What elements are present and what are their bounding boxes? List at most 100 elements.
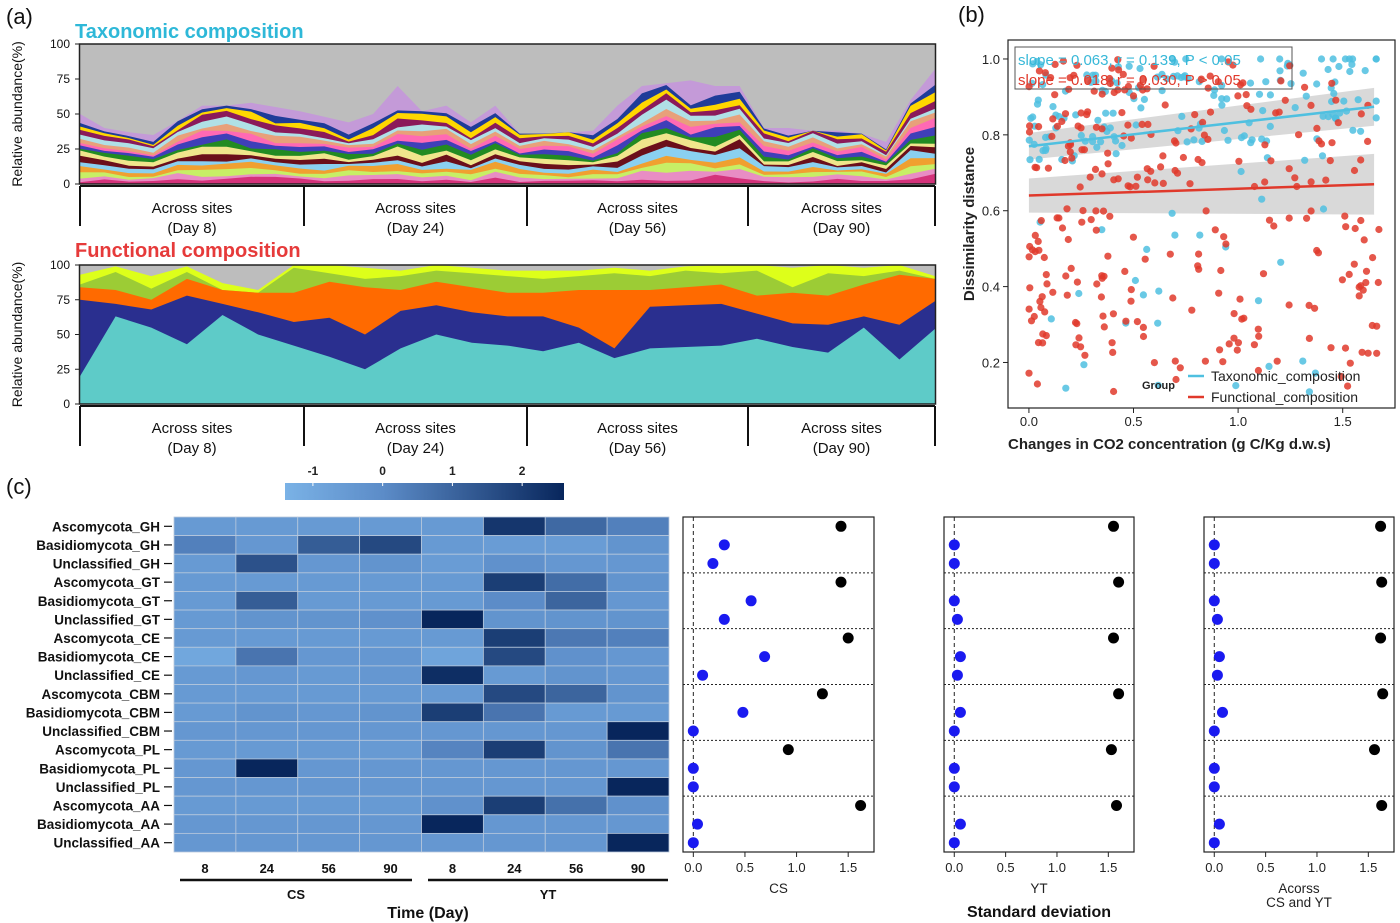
scatter-point [1234, 92, 1242, 100]
scatter-point [1317, 140, 1326, 148]
scatter-point [1261, 178, 1269, 186]
scatter-point [1237, 167, 1245, 176]
sd-point-ascomycota [1108, 632, 1119, 644]
sd-point [759, 651, 771, 663]
annotation-box [1014, 46, 1293, 90]
heatmap-cell [297, 553, 361, 574]
heatmap-cell [482, 739, 546, 760]
scatter-point [1047, 74, 1055, 82]
scatter-point [1150, 62, 1158, 70]
heatmap-cell [297, 609, 361, 630]
heatmap-cell [297, 684, 361, 704]
heatmap-cell [173, 628, 237, 648]
scatter-point [1341, 344, 1350, 352]
scatter-point [1246, 79, 1255, 87]
scatter-point [1344, 382, 1352, 390]
scatter-point [1132, 121, 1140, 129]
row-label: Unclassified_PL [56, 780, 160, 795]
scatter-point [1225, 340, 1233, 348]
scatter-point [1197, 75, 1205, 83]
scatter-point [1332, 96, 1340, 104]
scatter-point [1324, 65, 1332, 74]
heatmap-cell [606, 832, 670, 853]
heatmap-cell [606, 777, 670, 797]
heatmap-cell [297, 739, 361, 760]
functional-composition-chart: Functional composition 0 25 50 75 100 Relative… [9, 240, 937, 457]
scatter-point [1230, 334, 1238, 342]
scatter-point [1030, 312, 1038, 321]
standard-deviation-panels: 0.0 0.5 1.0 1.5 CS 0.0 0.5 1.0 1.5 YT 0.0 0.5 1.0 1.5… [682, 516, 1395, 921]
heatmap-cell [421, 739, 484, 760]
scatter-point [1100, 272, 1108, 280]
scatter-point [1151, 179, 1159, 187]
scatter-point [1374, 278, 1382, 287]
scatter-point [1238, 315, 1246, 323]
heatmap-cell [421, 832, 484, 853]
heatmap-cell [173, 646, 237, 667]
scatter-point [1195, 250, 1203, 258]
scatter-point [1276, 67, 1284, 75]
heatmap-cell [235, 684, 299, 704]
heatmap-cell [173, 535, 237, 555]
scatter-point [1178, 112, 1186, 120]
scatter-point [1259, 270, 1268, 278]
sd-point-ascomycota [1376, 576, 1388, 588]
scatter-point [1301, 83, 1309, 91]
sd-point-ascomycota [1369, 744, 1380, 756]
heatmap-cell [606, 684, 670, 704]
row-label: Unclassified_CE [54, 668, 160, 683]
heatmap-cell [606, 591, 670, 611]
scatter-point [1350, 166, 1359, 175]
scatter-point [1223, 95, 1231, 103]
scatter-point [1346, 359, 1354, 367]
scatter-point [1220, 126, 1228, 135]
sd-point-ascomycota [1113, 576, 1125, 588]
heatmap-cell [482, 777, 546, 797]
scatter-point [1099, 207, 1108, 215]
sd-point [745, 595, 757, 607]
heatmap-cell [544, 684, 608, 704]
sd-point-ascomycota [1375, 520, 1387, 532]
heatmap-cell [544, 795, 608, 816]
scatter-point [1034, 237, 1042, 245]
scatter-point [1261, 141, 1269, 149]
scatter-point [1345, 55, 1353, 63]
row-label: Ascomycota_CE [53, 631, 160, 646]
scatter-point [1154, 319, 1162, 327]
scatter-point [1318, 152, 1327, 160]
x-tick-label: 0.0 [1205, 860, 1223, 875]
scatter-point [1029, 113, 1037, 121]
scatter-point [1136, 64, 1144, 73]
scatter-point [1322, 176, 1330, 184]
heatmap-cell [173, 777, 237, 797]
heatmap-cell [235, 739, 299, 760]
heatmap-cell [359, 572, 422, 592]
scatter-point [1305, 301, 1313, 309]
scatter-point [1039, 147, 1047, 155]
scatter-point [1143, 245, 1151, 253]
x-tick-label: 0.0 [1020, 414, 1038, 429]
heatmap-cell [235, 646, 299, 667]
scatter-point [1080, 361, 1088, 369]
scatter-point [1206, 108, 1215, 116]
heatmap-cell [235, 832, 299, 853]
sd-point-ascomycota [1375, 632, 1387, 644]
group-label-line2: (Day 90) [813, 220, 871, 237]
scatter-point [1183, 138, 1191, 146]
column-label: 90 [383, 861, 397, 876]
heatmap-cell [173, 814, 237, 834]
scatter-point [1335, 62, 1343, 71]
scatter-point [1319, 205, 1328, 213]
heatmap-cell [235, 814, 299, 834]
scatter-point [1033, 164, 1041, 172]
scatter-point [1254, 297, 1263, 305]
scatter-point [1104, 252, 1112, 260]
scatter-point [1109, 348, 1117, 356]
scatter-point [1307, 207, 1315, 215]
scatter-point [1108, 64, 1116, 72]
row-label: Unclassified_AA [53, 836, 160, 851]
sd-point-ascomycota [855, 800, 867, 811]
scatter-point [1138, 120, 1146, 128]
sd-point [1217, 706, 1228, 718]
